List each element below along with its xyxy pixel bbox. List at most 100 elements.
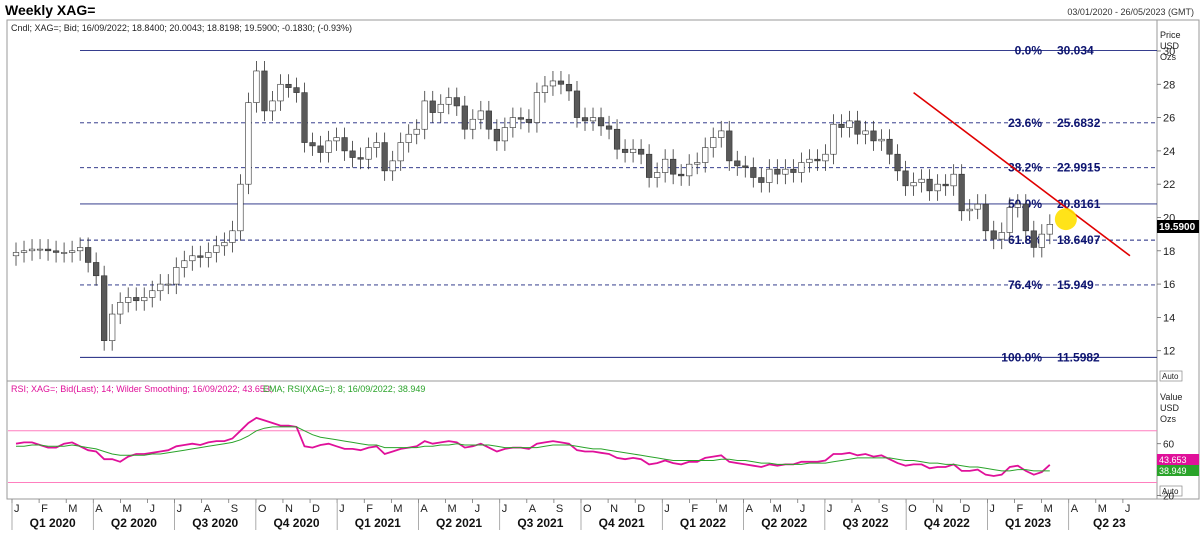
ema-value-label: 38.949 xyxy=(1159,466,1187,476)
candle-body xyxy=(117,302,124,315)
candle-body xyxy=(237,183,244,232)
candle-body xyxy=(1046,224,1053,235)
candle-body xyxy=(229,230,236,243)
price-panel[interactable] xyxy=(6,19,1158,382)
candle-body xyxy=(814,158,821,162)
candle-body xyxy=(301,92,308,143)
price-tick-label: 14 xyxy=(1163,312,1175,324)
candle-body xyxy=(245,102,252,185)
candle-body xyxy=(589,117,597,122)
candle-body xyxy=(557,80,565,85)
quarter-label: Q3 2021 xyxy=(517,516,563,530)
month-label: J xyxy=(149,503,155,515)
candle-body xyxy=(381,142,388,172)
ema-value-badge xyxy=(1157,465,1199,476)
month-label: D xyxy=(312,503,320,515)
month-label: N xyxy=(935,503,943,515)
month-label: M xyxy=(448,503,457,515)
candle-body xyxy=(870,130,877,142)
candle-body xyxy=(613,128,621,150)
month-label: S xyxy=(556,503,563,515)
price-auto-button[interactable] xyxy=(1159,370,1183,382)
rsi-value-label: 43.653 xyxy=(1159,455,1187,465)
candle-body xyxy=(734,160,741,167)
price-tick-label: 28 xyxy=(1163,79,1175,91)
quarter-label: Q1 2021 xyxy=(355,516,401,530)
rsi-panel[interactable] xyxy=(6,380,1158,500)
y-axis-area[interactable] xyxy=(1156,19,1200,500)
price-tick-label: 18 xyxy=(1163,246,1175,258)
candle-body xyxy=(165,283,172,286)
candle-body xyxy=(982,203,989,232)
candle-body xyxy=(958,173,965,212)
month-label: A xyxy=(420,503,428,515)
rsi-value-badge xyxy=(1157,454,1199,465)
quarter-label: Q2 23 xyxy=(1093,516,1126,530)
candle-body xyxy=(998,232,1005,240)
quarter-label: Q2 2022 xyxy=(761,516,807,530)
candle-body xyxy=(710,137,717,148)
candle-body xyxy=(854,120,861,135)
candle-body xyxy=(525,118,533,123)
month-label: S xyxy=(231,503,238,515)
candle-body xyxy=(133,297,140,302)
month-label: J xyxy=(14,503,20,515)
candle-body xyxy=(317,145,324,153)
candle-body xyxy=(1014,203,1021,208)
last-price-label: 19.5900 xyxy=(1159,222,1196,233)
candle-body xyxy=(541,85,549,93)
price-axis-title-3: Ozs xyxy=(1160,52,1177,62)
quarter-label: Q2 2020 xyxy=(111,516,157,530)
candle-body xyxy=(77,247,84,252)
candle-body xyxy=(646,153,653,178)
candle-body xyxy=(52,250,60,253)
month-label: N xyxy=(610,503,618,515)
month-label: J xyxy=(177,503,183,515)
candle-body xyxy=(501,127,508,142)
candle-body xyxy=(213,245,220,253)
candle-body xyxy=(341,137,348,152)
month-label: N xyxy=(285,503,293,515)
candle-body xyxy=(277,83,284,102)
candle-body xyxy=(429,100,436,113)
candle-body xyxy=(36,248,44,251)
rsi-axis-title-3: Ozs xyxy=(1160,414,1177,424)
candle-body xyxy=(686,163,693,177)
month-label: M xyxy=(122,503,131,515)
candle-body xyxy=(533,92,541,123)
candle-body xyxy=(445,97,452,105)
rsi-plot xyxy=(8,416,1157,483)
candle-body xyxy=(638,148,645,155)
candle-body xyxy=(902,170,909,187)
quarter-label: Q2 2021 xyxy=(436,516,482,530)
quarter-label: Q4 2022 xyxy=(924,516,970,530)
candle-body xyxy=(878,138,885,142)
candle-body xyxy=(269,100,276,112)
month-label: M xyxy=(68,503,77,515)
candle-body xyxy=(261,70,268,112)
candle-body xyxy=(85,247,92,263)
last-price-badge xyxy=(1157,220,1199,233)
price-axis-title-1: Price xyxy=(1160,30,1181,40)
candle-body xyxy=(629,148,637,153)
quarter-label: Q1 2020 xyxy=(30,516,76,530)
candle-body xyxy=(181,260,188,268)
candle-body xyxy=(822,153,829,162)
candle-body xyxy=(405,133,412,143)
candle-body xyxy=(293,87,300,93)
candle-body xyxy=(365,147,372,160)
month-label: J xyxy=(827,503,833,515)
candle-body xyxy=(742,165,749,168)
candle-body xyxy=(694,162,701,165)
candle-body xyxy=(141,297,148,302)
candle-body xyxy=(581,117,589,122)
candle-body xyxy=(389,160,396,172)
month-label: M xyxy=(393,503,402,515)
month-label: J xyxy=(502,503,508,515)
candle-body xyxy=(421,100,428,130)
fib-percent-label-1: 23.6% xyxy=(1008,116,1042,130)
month-label: A xyxy=(95,503,103,515)
rsi-auto-button[interactable] xyxy=(1159,485,1183,497)
candle-body xyxy=(157,283,164,292)
